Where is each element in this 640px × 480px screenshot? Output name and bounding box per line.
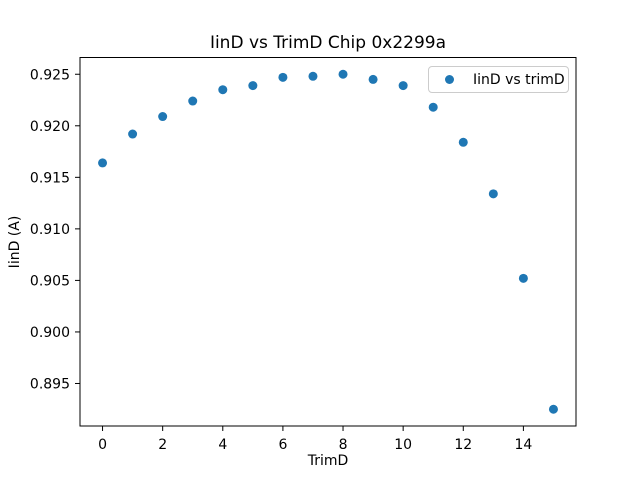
y-axis-label: IinD (A) (7, 215, 23, 269)
data-point (188, 96, 198, 106)
x-tick-label: 2 (158, 437, 167, 453)
y-tick-label: 0.925 (30, 67, 70, 83)
x-tick-label: 8 (339, 437, 348, 453)
x-tick-label: 4 (218, 437, 227, 453)
x-tick-label: 12 (454, 437, 472, 453)
x-tick-label: 0 (98, 437, 107, 453)
axes-spines (79, 57, 577, 427)
y-tick-label: 0.905 (30, 273, 70, 289)
data-point (458, 137, 468, 147)
data-point (368, 74, 378, 84)
data-point (488, 189, 498, 199)
legend-label: IinD vs trimD (473, 71, 565, 88)
x-tick-label: 14 (514, 437, 532, 453)
y-tick-label: 0.895 (30, 376, 70, 392)
chart-title: IinD vs TrimD Chip 0x2299a (209, 33, 447, 53)
x-tick-label: 10 (394, 437, 412, 453)
data-point (248, 81, 258, 91)
data-point (278, 72, 288, 82)
legend: IinD vs trimD (428, 66, 569, 93)
y-tick-label: 0.915 (30, 170, 70, 186)
x-tick-label: 6 (278, 437, 287, 453)
y-tick-label: 0.920 (30, 119, 70, 135)
data-point (398, 81, 408, 91)
data-point (98, 158, 108, 168)
data-point (428, 102, 438, 112)
data-point (308, 71, 318, 81)
data-point (518, 273, 528, 283)
data-point (218, 85, 228, 95)
y-tick-label: 0.910 (30, 222, 70, 238)
x-axis-label: TrimD (307, 453, 349, 469)
data-point (338, 69, 348, 79)
data-point (548, 404, 558, 414)
legend-marker-icon (445, 75, 454, 84)
data-point (128, 129, 138, 139)
data-point (158, 112, 168, 122)
y-tick-label: 0.900 (30, 325, 70, 341)
